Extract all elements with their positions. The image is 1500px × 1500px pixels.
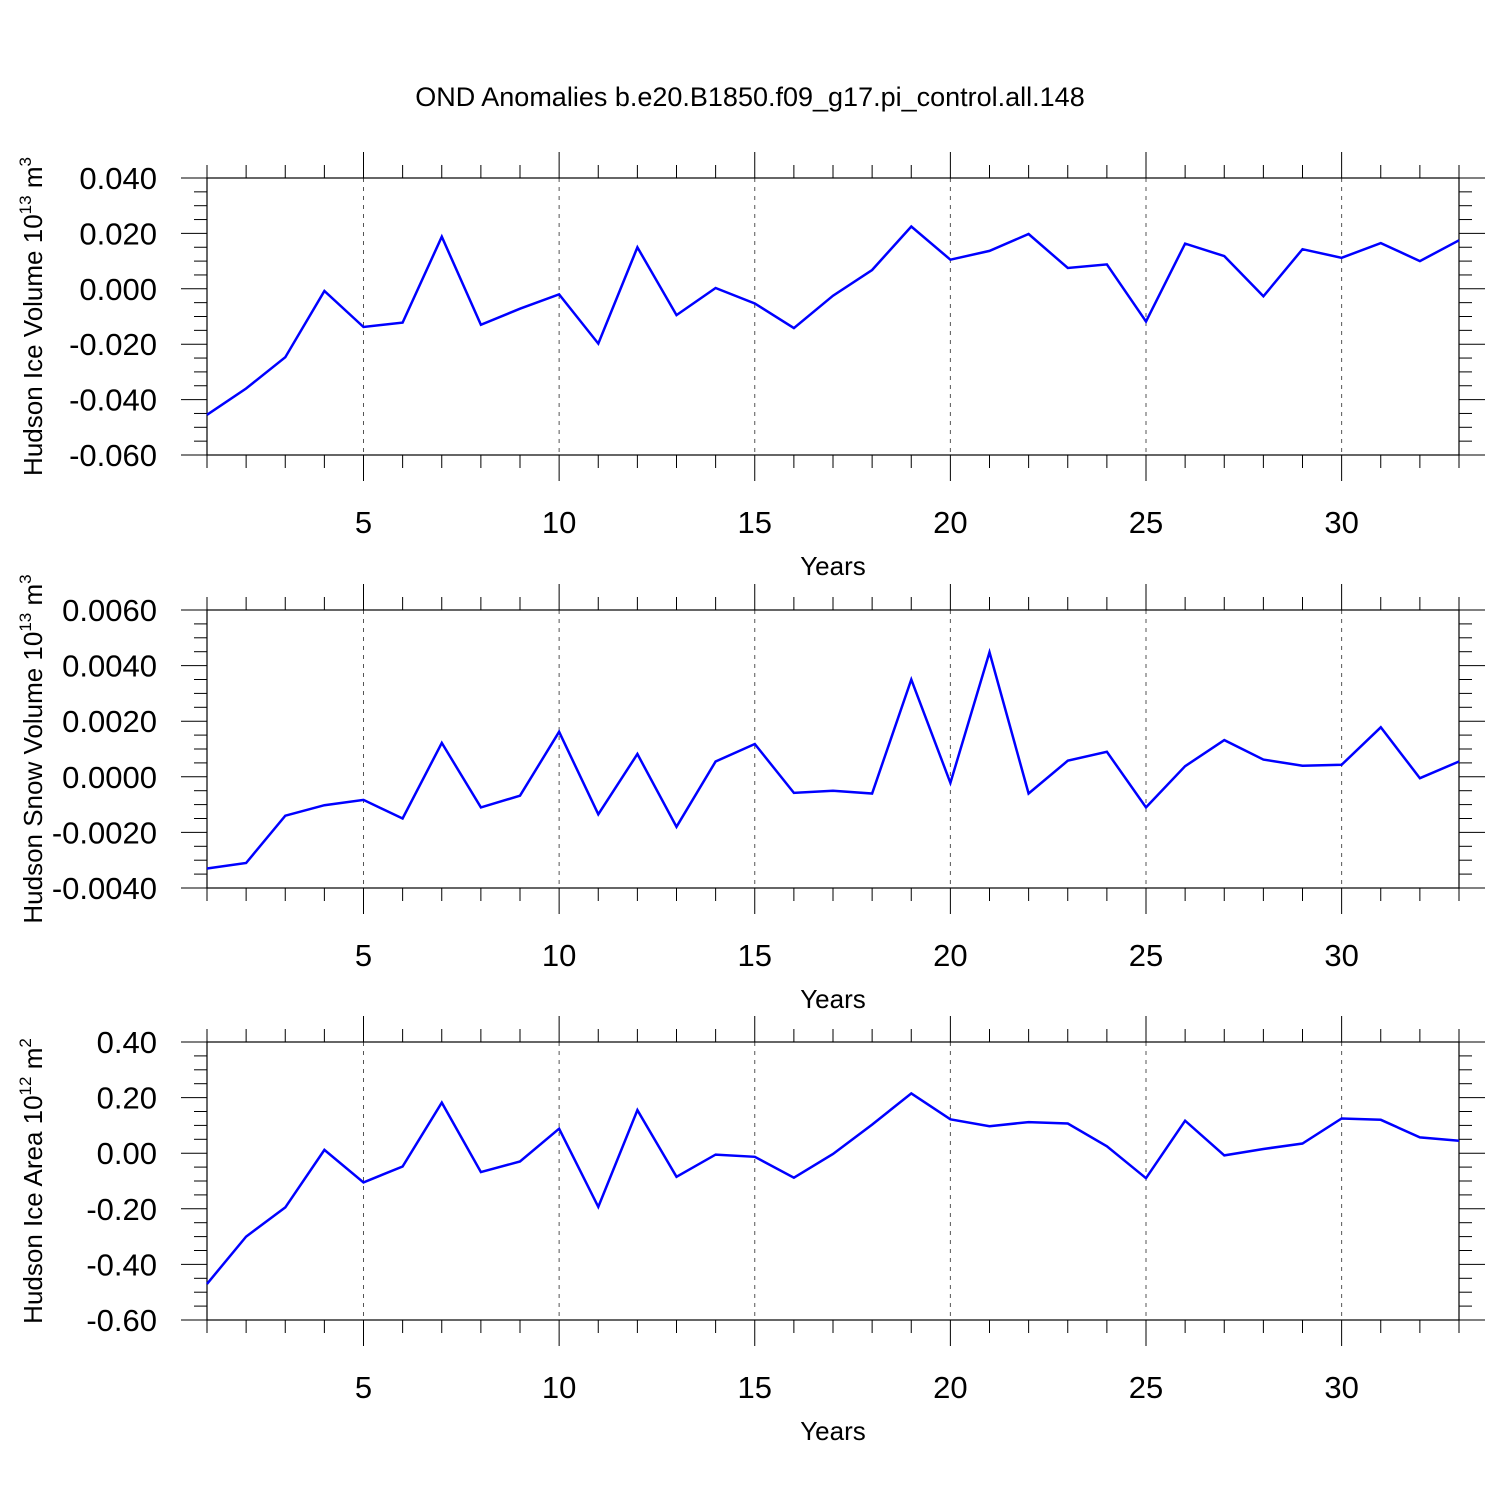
x-tick-label: 25	[1129, 505, 1163, 540]
y-tick-label: -0.40	[86, 1247, 157, 1282]
y-tick-label: -0.20	[86, 1192, 157, 1227]
y-tick-label: -0.0020	[52, 815, 157, 850]
chart-title: OND Anomalies b.e20.B1850.f09_g17.pi_con…	[415, 82, 1084, 112]
y-tick-label: 0.020	[79, 216, 157, 251]
x-axis-title: Years	[800, 984, 866, 1014]
chart-panel-2: 0.0060 0.0040 0.0020 0.0000 -0.0020 -0.0040 5 1…	[16, 574, 1485, 1014]
x-tick-label: 5	[355, 938, 372, 973]
x-tick-label: 5	[355, 1370, 372, 1405]
chart-panels: 0.040 0.020 0.000 -0.020 -0.040 -0.060 5 10 15 20…	[16, 152, 1485, 1446]
y-tick-label: 0.40	[97, 1025, 157, 1060]
y-tick-label: 0.0000	[62, 760, 157, 795]
y-tick-label: 0.0020	[62, 704, 157, 739]
y-tick-label: -0.040	[69, 383, 157, 418]
x-tick-label: 10	[542, 505, 576, 540]
x-tick-label: 15	[738, 938, 772, 973]
x-axis-title: Years	[800, 551, 866, 581]
y-axis-title: Hudson Snow Volume 1013 m3	[16, 574, 48, 923]
y-tick-label: -0.0040	[52, 871, 157, 906]
x-tick-label: 10	[542, 1370, 576, 1405]
data-series-line	[206, 224, 1460, 416]
y-tick-label: 0.040	[79, 161, 157, 196]
plot-frame	[206, 177, 1460, 456]
data-series-line	[206, 1091, 1460, 1285]
x-tick-label: 25	[1129, 938, 1163, 973]
chart-panel-1: 0.040 0.020 0.000 -0.020 -0.040 -0.060 5 10 15 20…	[16, 152, 1485, 581]
x-axis-title: Years	[800, 1416, 866, 1446]
x-tick-label: 30	[1324, 938, 1358, 973]
x-tick-label: 5	[355, 505, 372, 540]
x-tick-label: 10	[542, 938, 576, 973]
x-tick-label: 25	[1129, 1370, 1163, 1405]
plot-frame	[206, 609, 1460, 889]
y-tick-label: -0.060	[69, 438, 157, 473]
x-tick-label: 20	[933, 1370, 967, 1405]
y-axis-title: Hudson Ice Volume 1013 m3	[16, 157, 48, 476]
y-tick-label: 0.0060	[62, 593, 157, 628]
x-tick-label: 30	[1324, 1370, 1358, 1405]
plot-frame	[206, 1041, 1460, 1321]
x-tick-label: 15	[738, 505, 772, 540]
y-tick-label: -0.60	[86, 1303, 157, 1338]
y-tick-label: 0.0040	[62, 649, 157, 684]
y-axis-title: Hudson Ice Area 1012 m2	[16, 1038, 48, 1324]
y-tick-label: 0.00	[97, 1136, 157, 1171]
x-tick-label: 20	[933, 938, 967, 973]
y-tick-label: 0.20	[97, 1081, 157, 1116]
y-tick-label: 0.000	[79, 272, 157, 307]
x-tick-label: 15	[738, 1370, 772, 1405]
chart-panel-3: 0.40 0.20 0.00 -0.20 -0.40 -0.60 5 10 15 20 25 30 Ye…	[16, 1016, 1485, 1446]
y-tick-label: -0.020	[69, 327, 157, 362]
x-tick-label: 30	[1324, 505, 1358, 540]
x-tick-label: 20	[933, 505, 967, 540]
data-series-line	[206, 647, 1460, 870]
